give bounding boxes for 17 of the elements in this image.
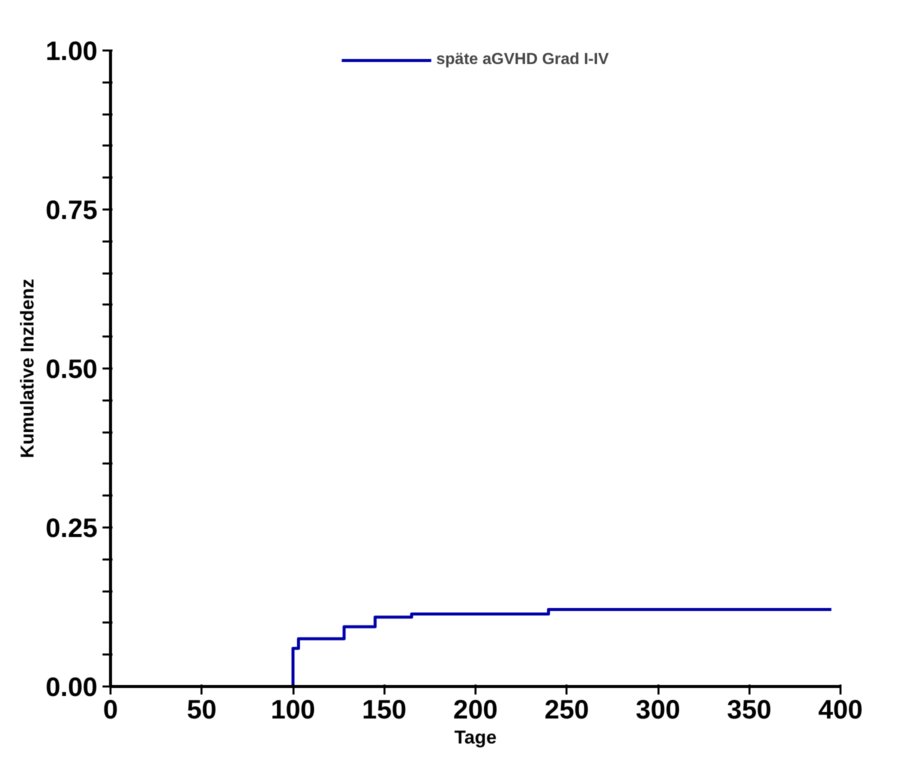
y-tick-label: 0.50 bbox=[46, 354, 98, 384]
x-tick-label: 0 bbox=[103, 694, 118, 724]
x-tick-label: 400 bbox=[818, 694, 863, 724]
x-tick-label: 150 bbox=[362, 694, 406, 724]
x-axis-title: Tage bbox=[454, 726, 497, 748]
y-tick-label: 0.00 bbox=[46, 672, 98, 702]
text: späte aGVHD Grad I-IV bbox=[436, 51, 609, 69]
x-tick-label: 300 bbox=[636, 694, 680, 724]
x-tick-label: 200 bbox=[453, 694, 498, 724]
x-tick-label: 250 bbox=[544, 694, 589, 724]
y-tick-label: 1.00 bbox=[46, 36, 98, 66]
y-tick-label: 0.75 bbox=[46, 195, 98, 225]
x-tick-label: 100 bbox=[270, 694, 316, 724]
y-axis-title: Kumulative Inzidenz bbox=[16, 278, 38, 458]
y-tick-label: 0.25 bbox=[46, 513, 98, 543]
x-tick-label: 350 bbox=[727, 694, 772, 724]
x-tick-label: 50 bbox=[186, 694, 217, 724]
